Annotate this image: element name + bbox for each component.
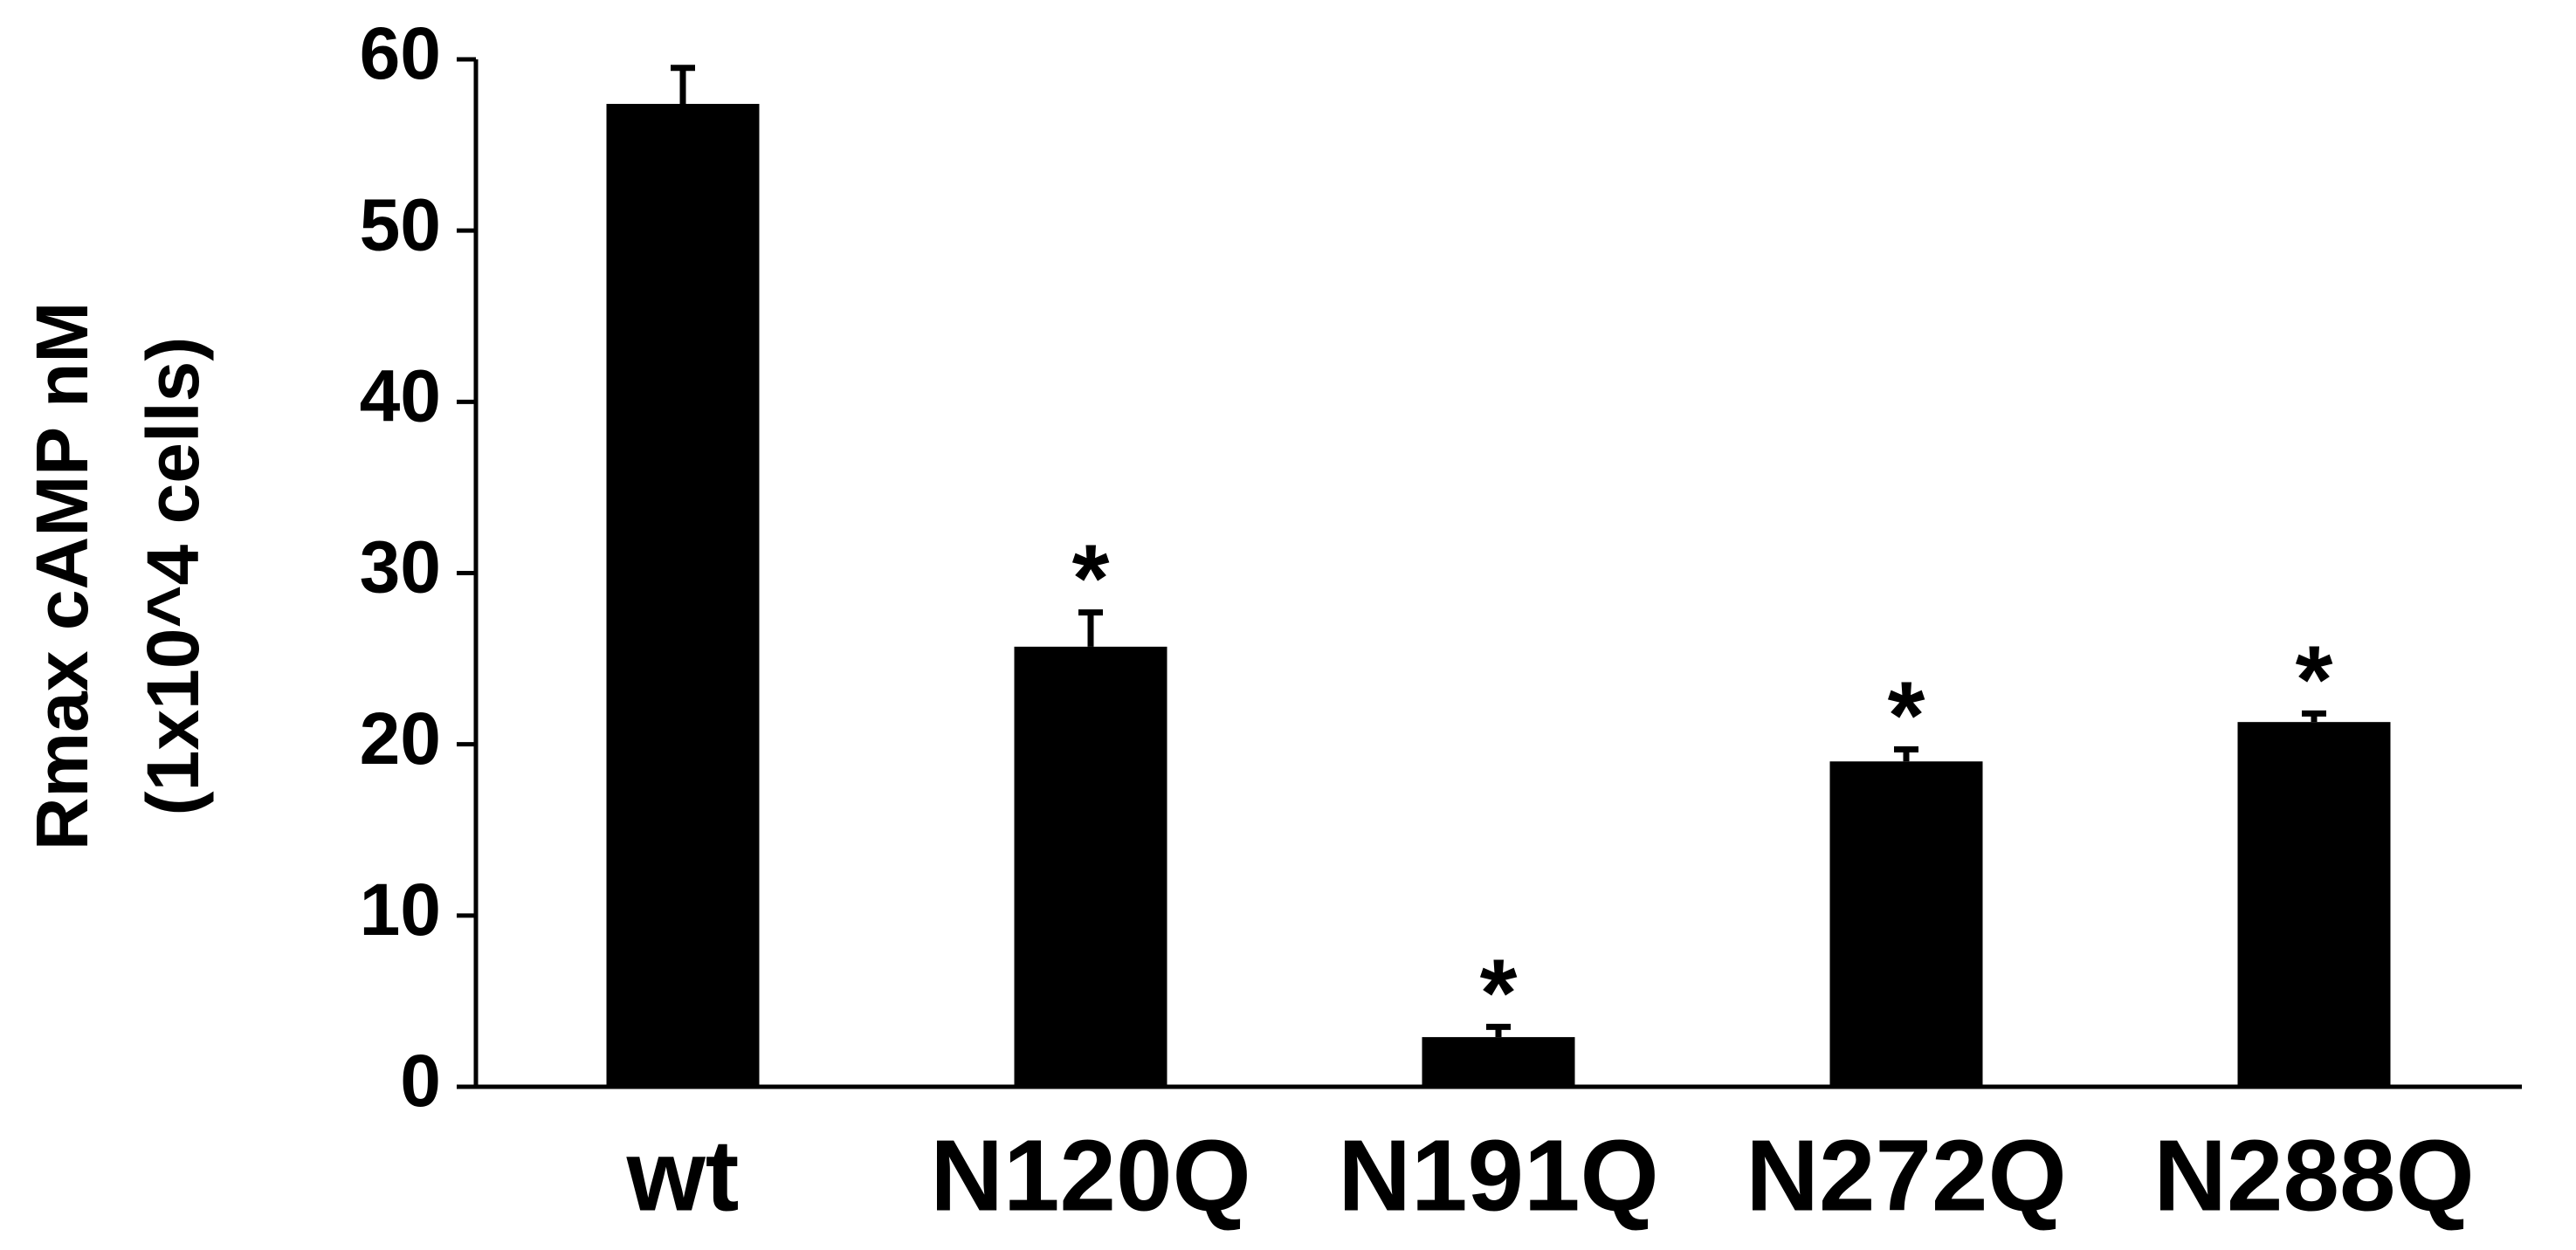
y-tick-label: 30 xyxy=(360,526,441,608)
y-axis-title: Rmax cAMP nM xyxy=(21,302,103,851)
x-tick-label: wt xyxy=(626,1119,740,1233)
bar xyxy=(1422,1037,1575,1087)
bar xyxy=(2237,722,2391,1087)
x-tick-label: N288Q xyxy=(2153,1119,2475,1233)
x-tick-label: N191Q xyxy=(1338,1119,1659,1233)
significance-marker: * xyxy=(1072,525,1110,633)
y-tick-label: 50 xyxy=(360,183,441,265)
y-axis-title: (1x10^4 cells) xyxy=(132,337,214,816)
significance-marker: * xyxy=(1480,939,1518,1047)
y-tick-label: 0 xyxy=(400,1040,441,1122)
y-tick-label: 10 xyxy=(360,869,441,951)
x-tick-label: N120Q xyxy=(930,1119,1251,1233)
bar xyxy=(606,104,760,1088)
bar xyxy=(1014,646,1167,1087)
bar xyxy=(1829,761,1983,1087)
significance-marker: * xyxy=(2296,626,2333,733)
y-tick-label: 60 xyxy=(360,12,441,94)
y-tick-label: 40 xyxy=(360,355,441,437)
y-tick-label: 20 xyxy=(360,697,441,780)
x-tick-label: N272Q xyxy=(1746,1119,2067,1233)
significance-marker: * xyxy=(1888,663,1925,770)
